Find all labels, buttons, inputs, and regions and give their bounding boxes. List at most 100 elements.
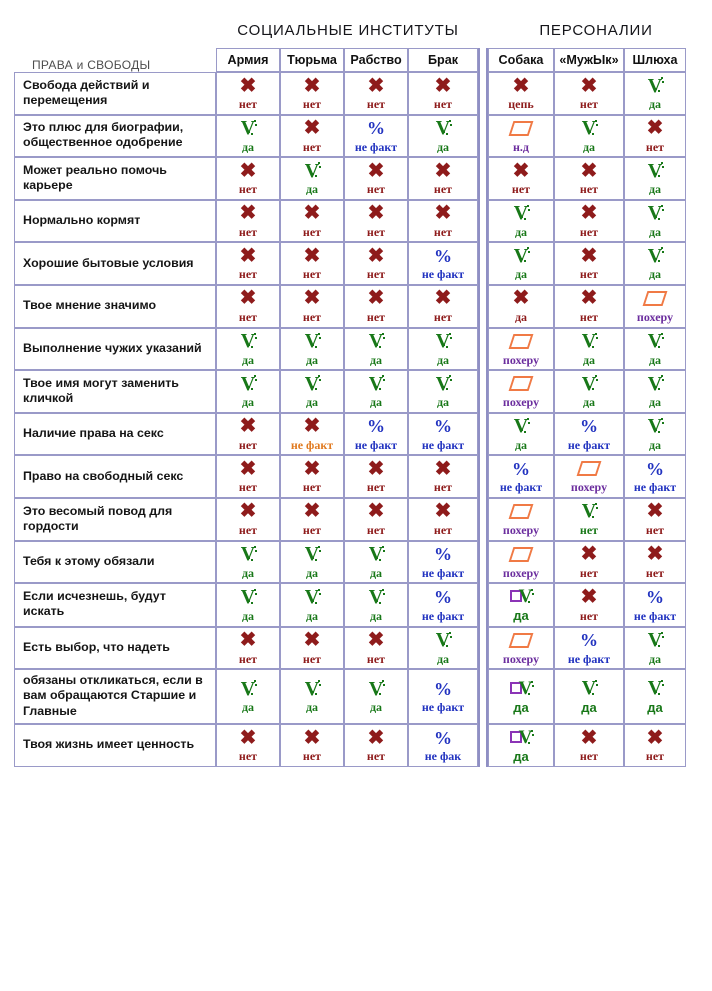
comparison-table: ПРАВА и СВОБОДЫ Армия Тюрьма Рабство Бра…	[14, 48, 686, 768]
cell-label: да	[241, 395, 255, 410]
cell-content: ✖ нет	[625, 542, 685, 583]
row-topic-label: Тебя к этому обязали	[14, 540, 216, 584]
cell-man: ✖ нет	[554, 583, 624, 627]
cell-content: ✖ нет	[217, 158, 279, 199]
cell-label: да	[305, 565, 319, 580]
cell-whore: похеру	[624, 284, 686, 328]
cell-slave: % не факт	[344, 412, 408, 456]
row-topic-label: Выполнение чужих указаний	[14, 327, 216, 371]
cell-label: да	[648, 437, 662, 452]
parallelogram-icon	[576, 458, 602, 479]
cell-slave: ✖ нет	[344, 497, 408, 541]
cross-icon: ✖	[580, 202, 598, 225]
percent-icon: %	[434, 727, 452, 748]
cell-content: ✖ нет	[555, 542, 623, 583]
cell-content: % не факт	[345, 414, 407, 455]
cell-content: похеру	[489, 371, 553, 412]
cross-icon: ✖	[580, 74, 598, 97]
check-v-icon: V	[240, 543, 257, 566]
cell-slave: ✖ нет	[344, 157, 408, 200]
cross-icon: ✖	[434, 457, 452, 480]
cell-content: н.д	[489, 116, 553, 157]
cell-content: ✖ нет	[281, 201, 343, 242]
table-row: Это весомый повод для гордости ✖ нет ✖ нет ✖ н…	[14, 497, 686, 541]
column-header-prison: Тюрьма	[280, 48, 344, 72]
cell-content: ✖ цепь	[489, 73, 553, 114]
group-separator	[478, 370, 488, 413]
check-v-icon: V	[435, 117, 452, 140]
table-row: Твоя жизнь имеет ценность ✖ нет ✖ нет ✖ нет% не…	[14, 723, 686, 768]
cell-slave: ✖ нет	[344, 723, 408, 768]
cell-label: да	[436, 352, 450, 367]
cell-label: нет	[366, 182, 386, 197]
cell-label: да	[648, 352, 662, 367]
table-row: обязаны откликаться, если в вам обращают…	[14, 669, 686, 724]
cell-label: похеру	[502, 352, 540, 367]
cell-content: % не факт	[409, 243, 477, 284]
cell-prison: ✖ нет	[280, 284, 344, 328]
cross-icon: ✖	[367, 629, 385, 652]
cell-label: нет	[302, 480, 322, 495]
parallelogram-icon	[508, 118, 534, 139]
percent-icon: %	[434, 416, 452, 437]
cell-label: нет	[579, 522, 599, 537]
cell-prison: ✖ нет	[280, 626, 344, 670]
cell-slave: ✖ нет	[344, 626, 408, 670]
cell-label: да	[241, 352, 255, 367]
cell-label: нет	[366, 480, 386, 495]
row-topic-label: Это весомый повод для гордости	[14, 497, 216, 541]
cross-icon: ✖	[303, 244, 321, 267]
cell-label: нет	[238, 437, 258, 452]
cell-content: ✖ нет	[281, 243, 343, 284]
group-separator	[478, 412, 488, 456]
cross-icon: ✖	[434, 500, 452, 523]
cell-label: да	[305, 395, 319, 410]
cell-marriage: % не факт	[408, 669, 478, 724]
cell-content: ✖ нет	[625, 725, 685, 766]
cell-army: ✖ нет	[216, 199, 280, 243]
percent-icon: %	[434, 587, 452, 608]
cell-label: да	[369, 608, 383, 623]
cell-label: да	[648, 651, 662, 666]
check-v-icon: V	[304, 543, 321, 566]
checked-box-icon: V	[506, 727, 536, 748]
cell-army: ✖ нет	[216, 723, 280, 768]
cross-icon: ✖	[646, 726, 664, 749]
group-separator	[478, 199, 488, 243]
cell-content: ✖ нет	[281, 116, 343, 157]
cross-icon: ✖	[512, 74, 530, 97]
cell-content: % не факт	[555, 628, 623, 669]
cell-label: не факт	[354, 139, 398, 154]
cross-icon: ✖	[512, 287, 530, 310]
cell-label: да	[582, 139, 596, 154]
cell-whore: ✖ нет	[624, 497, 686, 541]
cell-content: ✖ нет	[217, 286, 279, 327]
cell-label: да	[241, 139, 255, 154]
group-separator	[478, 723, 488, 768]
cell-label: да	[305, 700, 319, 715]
cell-label: не факт	[633, 608, 677, 623]
cell-dog: похеру	[488, 540, 554, 584]
table-row: Хорошие бытовые условия ✖ нет ✖ нет ✖ нет% не ф…	[14, 242, 686, 285]
cell-label: нет	[511, 182, 531, 197]
cell-content: ✖ нет	[345, 201, 407, 242]
cell-label: не факт	[421, 437, 465, 452]
cell-slave: ✖ нет	[344, 455, 408, 498]
check-v-icon: V	[240, 677, 257, 700]
percent-icon: %	[646, 458, 664, 479]
